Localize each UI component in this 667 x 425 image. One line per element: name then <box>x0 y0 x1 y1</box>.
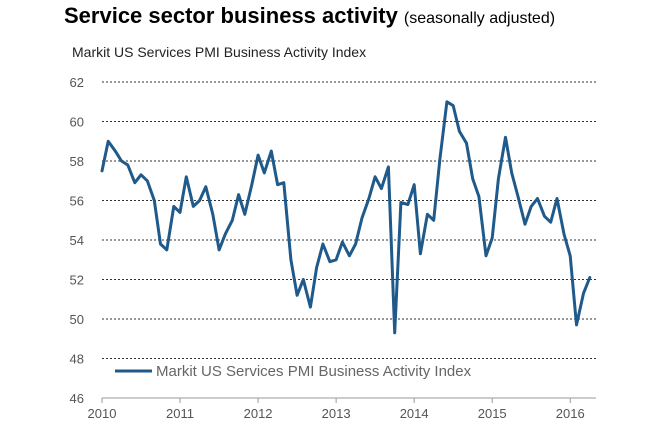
grid-lines <box>102 81 596 359</box>
y-tick-label: 52 <box>70 273 84 288</box>
y-tick-label: 56 <box>70 194 84 209</box>
x-tick-label: 2012 <box>244 406 273 421</box>
y-tick-label: 48 <box>70 352 84 367</box>
y-tick-label: 50 <box>70 312 84 327</box>
legend: Markit US Services PMI Business Activity… <box>115 363 472 380</box>
series-line-0 <box>100 100 592 335</box>
chart-title: Service sector business activity <box>64 3 398 28</box>
x-tick-label: 2013 <box>322 406 351 421</box>
y-tick-label: 60 <box>70 115 84 130</box>
x-tick-label: 2010 <box>88 406 117 421</box>
x-tick-label: 2014 <box>400 406 429 421</box>
chart-title-row: Service sector business activity (seasona… <box>64 3 555 29</box>
tick-labels: 46 48 50 52 54 56 58 60 62 2010 2011 2012 2013 2014 20… <box>70 75 585 421</box>
legend-label: Markit US Services PMI Business Activity… <box>156 363 472 380</box>
axes <box>101 397 596 403</box>
x-tick-label: 2016 <box>556 406 585 421</box>
y-tick-label: 54 <box>70 233 84 248</box>
y-tick-label: 46 <box>70 391 84 406</box>
chart-title-note: (seasonally adjusted) <box>403 10 556 27</box>
y-tick-label: 58 <box>70 154 84 169</box>
y-tick-label: 62 <box>70 75 84 90</box>
x-tick-label: 2011 <box>166 406 194 421</box>
chart-subtitle: Markit US Services PMI Business Activity… <box>72 44 367 60</box>
x-tick-label: 2015 <box>478 406 507 421</box>
series-lines <box>100 100 592 335</box>
